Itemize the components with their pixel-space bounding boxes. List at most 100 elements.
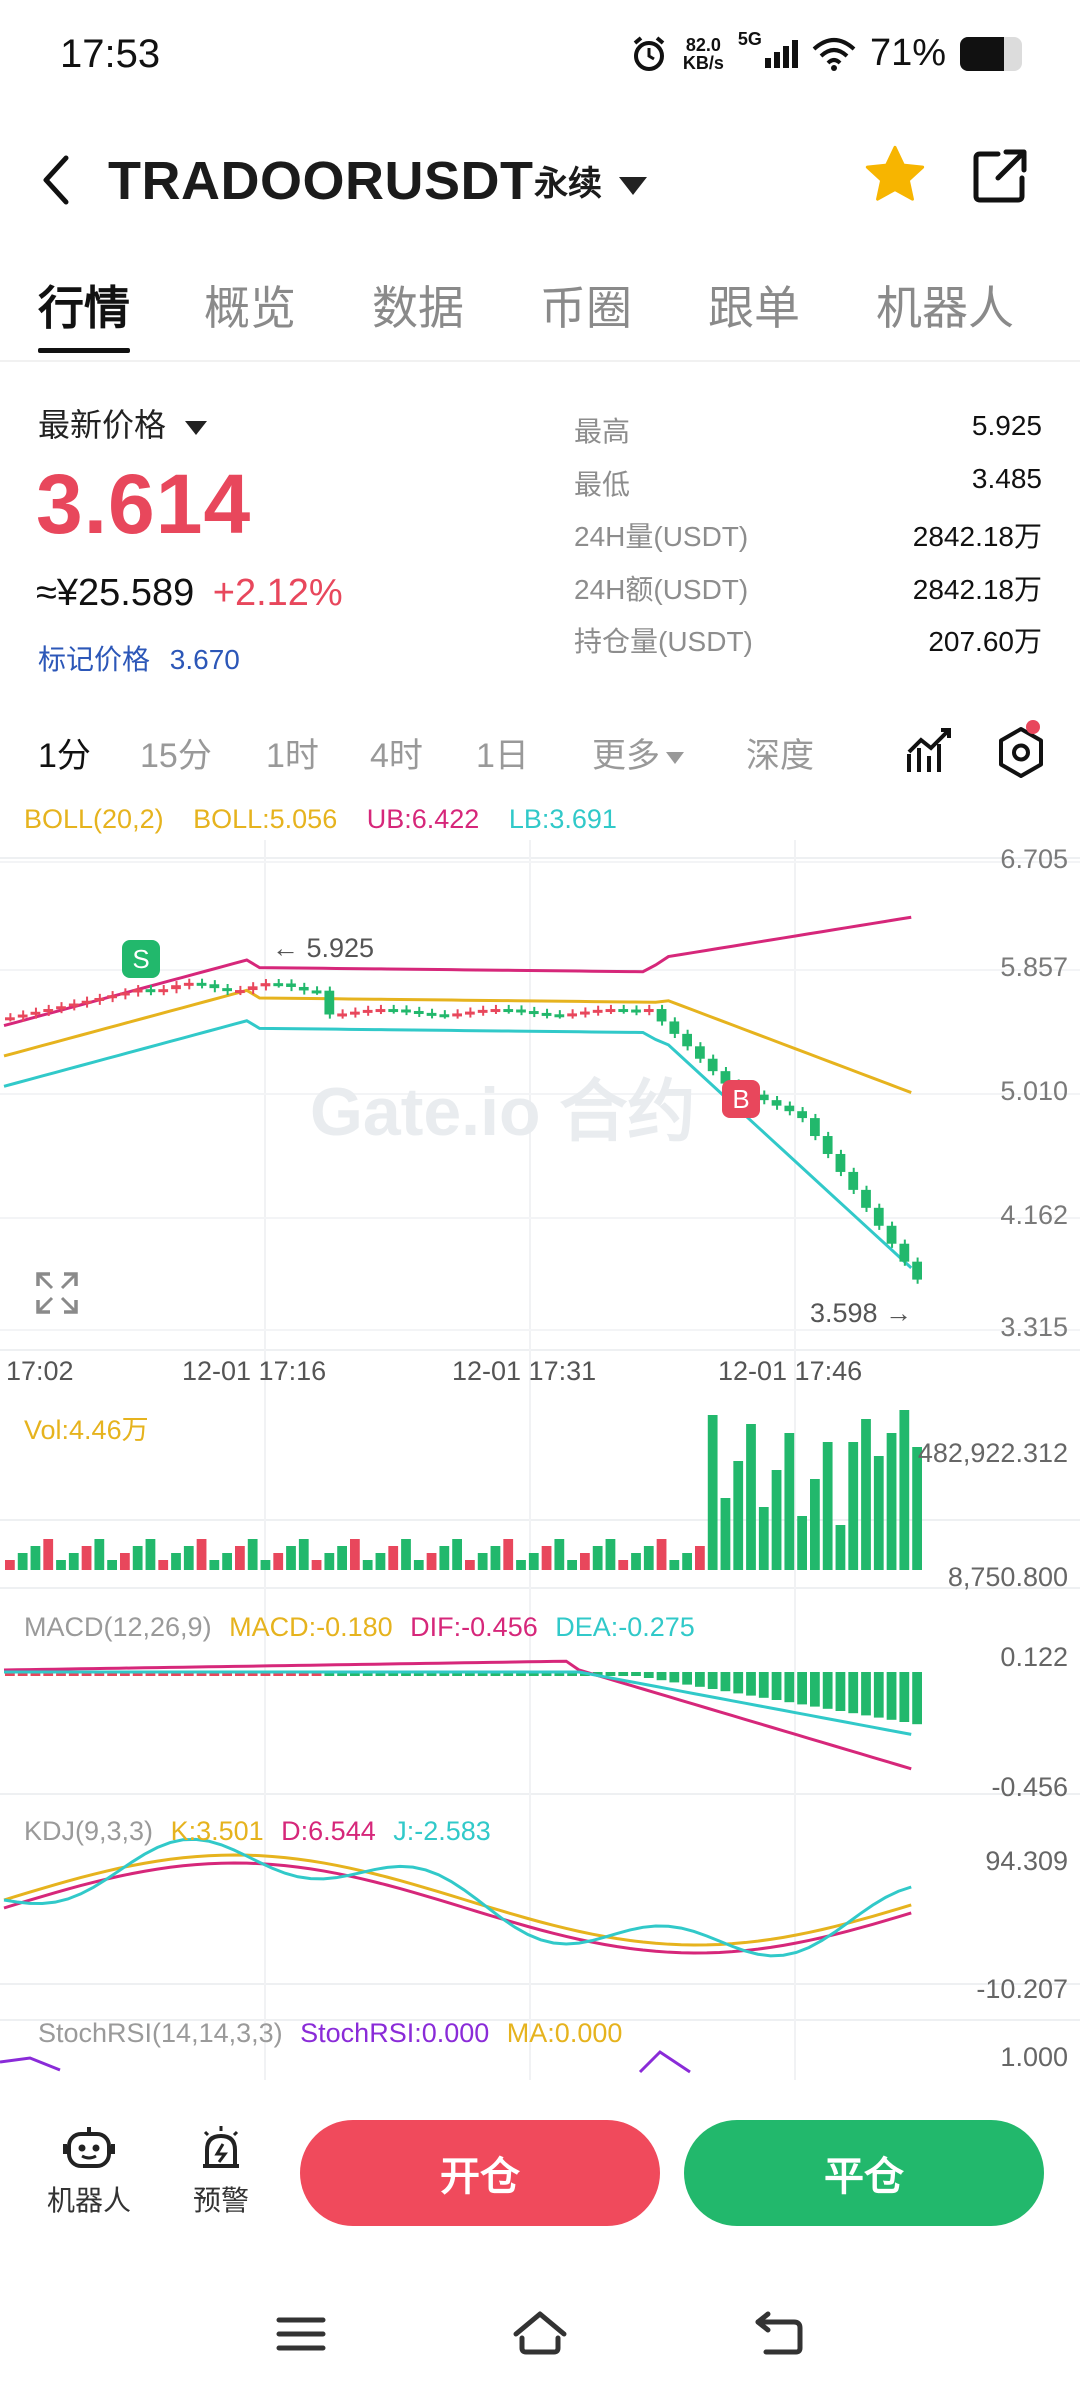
interval-more[interactable]: 更多	[592, 728, 684, 777]
stochrsi-axis-max: 1.000	[1000, 2042, 1068, 2072]
tab-overview[interactable]: 概览	[204, 282, 296, 334]
candle-body	[209, 984, 220, 989]
interval-1d[interactable]: 1日	[476, 737, 529, 775]
candle-body	[324, 990, 335, 1015]
robot-button[interactable]: 机器人	[44, 2124, 134, 2219]
macd-bar	[516, 1672, 526, 1676]
close-position-button[interactable]: 平仓	[684, 2120, 1044, 2226]
contract-type-dropdown[interactable]: 永续	[534, 156, 648, 205]
share-icon[interactable]	[970, 146, 1030, 206]
net-speed: 82.0 KB/s	[682, 34, 724, 73]
candle-body	[286, 983, 296, 987]
trade-marker-s[interactable]: S	[122, 940, 160, 978]
macd-bar	[784, 1672, 795, 1703]
kline-chart[interactable]: Gate.io 合约 BOLL(20,2) BOLL:5.056 UB:6.42…	[0, 790, 1080, 2080]
tab-copy-trading[interactable]: 跟单	[708, 282, 800, 334]
boll-legend: BOLL(20,2) BOLL:5.056 UB:6.422 LB:3.691	[24, 804, 617, 834]
volume-bar	[873, 1456, 884, 1570]
macd-bar	[490, 1672, 501, 1676]
tab-community[interactable]: 币圈	[540, 282, 632, 334]
candle-body	[452, 1013, 462, 1017]
volume-bar	[656, 1539, 667, 1570]
settings-hexagon-icon	[999, 727, 1043, 778]
back-nav-icon[interactable]	[754, 2310, 804, 2356]
volume-bar	[758, 1507, 769, 1570]
interval-1h[interactable]: 1时	[266, 737, 319, 775]
candle-body	[861, 1189, 871, 1208]
interval-1m[interactable]: 1分	[38, 737, 91, 775]
interval-bar: 1分 15分 1时 4时 1日 更多 深度	[0, 720, 1080, 782]
volume-bar	[260, 1560, 271, 1570]
candle-body	[56, 1006, 66, 1010]
candle-body	[912, 1261, 922, 1280]
candle-body	[158, 989, 169, 993]
status-icons: 82.0 KB/s 5G 71%	[629, 29, 1022, 75]
macd-bar	[541, 1672, 552, 1676]
kdj-lines	[3, 1837, 912, 1958]
tab-data[interactable]: 数据	[372, 282, 464, 334]
macd-bar	[273, 1672, 284, 1676]
interval-15m[interactable]: 15分	[140, 737, 212, 775]
interval-depth[interactable]: 深度	[746, 737, 814, 775]
macd-bar	[631, 1672, 641, 1676]
indicator-chart-icon[interactable]	[905, 726, 953, 776]
macd-bar	[912, 1672, 922, 1725]
favorite-star-icon[interactable]	[860, 140, 930, 210]
macd-bar	[810, 1672, 820, 1707]
trade-marker-b[interactable]: B	[722, 1080, 760, 1118]
robot-label: 机器人	[46, 2185, 131, 2216]
candle-body	[235, 990, 245, 994]
volume-bar	[298, 1539, 309, 1570]
menu-icon[interactable]	[276, 2314, 326, 2354]
candle-body	[465, 1011, 475, 1015]
volume-bar	[362, 1560, 373, 1570]
macd-bar	[873, 1672, 884, 1718]
open-position-button[interactable]: 开仓	[300, 2120, 660, 2226]
macd-dea-line	[4, 1670, 912, 1736]
chart-settings[interactable]	[990, 720, 1050, 782]
macd-bar	[682, 1672, 692, 1685]
kdj-j-line	[3, 1837, 912, 1958]
volume-bar	[695, 1546, 705, 1570]
tab-robot[interactable]: 机器人	[876, 282, 1014, 334]
alert-button[interactable]: 预警	[176, 2124, 266, 2219]
volume-bar	[528, 1553, 539, 1570]
macd-bar	[17, 1672, 28, 1676]
tab-market[interactable]: 行情	[38, 282, 130, 334]
battery-percent: 71%	[869, 32, 946, 74]
macd-bar	[286, 1672, 296, 1676]
candle-body	[490, 1009, 501, 1013]
interval-4h[interactable]: 4时	[370, 737, 423, 775]
volume-bar	[286, 1546, 296, 1570]
macd-bar	[643, 1672, 654, 1678]
volume-bar	[145, 1539, 156, 1570]
latest-price-dropdown[interactable]: 最新价格	[38, 400, 207, 446]
candle-body	[567, 1013, 577, 1017]
symbol-title[interactable]: TRADOORUSDT	[108, 151, 534, 211]
back-arrow-icon[interactable]	[36, 150, 76, 210]
volume-axis-min: 8,750.800	[947, 1562, 1068, 1592]
macd-bar	[209, 1672, 220, 1676]
volume-bar	[56, 1560, 66, 1570]
signal-icon: 5G	[738, 29, 798, 68]
home-icon[interactable]	[510, 2308, 570, 2358]
volume-bar	[861, 1419, 871, 1570]
macd-bar	[605, 1672, 616, 1676]
volume-bar	[235, 1546, 245, 1570]
volume-bar	[682, 1553, 692, 1570]
fullscreen-icon[interactable]	[36, 1272, 78, 1314]
candle-body	[656, 1009, 667, 1022]
volume-bar	[771, 1470, 782, 1570]
volume-bar	[541, 1546, 552, 1570]
macd-bar	[477, 1672, 488, 1676]
candle-body	[822, 1136, 833, 1154]
boll-mid-line	[3, 988, 912, 1094]
macd-bar	[145, 1672, 156, 1676]
candle-body	[107, 995, 117, 999]
macd-bar	[81, 1672, 92, 1676]
macd-bar	[707, 1672, 718, 1689]
volume-bar	[592, 1546, 603, 1570]
volume-bar	[350, 1539, 360, 1570]
last-price-annotation: 3.598 →	[810, 1298, 913, 1328]
kdj-legend: KDJ(9,3,3) K:3.501 D:6.544 J:-2.583	[24, 1816, 491, 1846]
